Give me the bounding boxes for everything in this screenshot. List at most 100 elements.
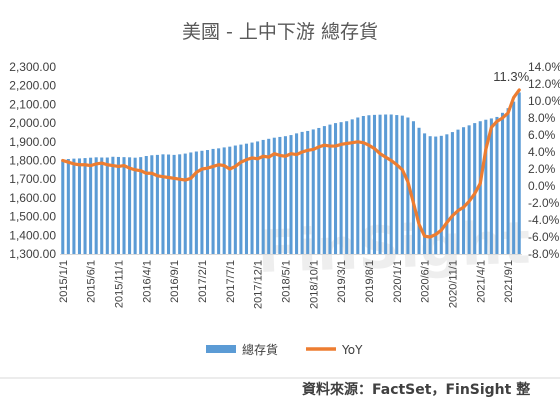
- yoy-point: [434, 233, 437, 236]
- x-axis-tick-label: 2017/2/1: [197, 260, 209, 303]
- inventory-bar: [356, 117, 360, 255]
- yoy-point: [273, 152, 276, 155]
- yoy-point: [390, 159, 392, 162]
- yoy-point: [162, 175, 164, 178]
- inventory-bar: [395, 115, 399, 254]
- left-axis-tick-label: 2,200.00: [9, 79, 56, 93]
- inventory-bar: [72, 158, 76, 254]
- yoy-point: [251, 157, 253, 159]
- inventory-bar: [462, 127, 466, 254]
- yoy-point: [206, 167, 209, 169]
- inventory-bar: [272, 137, 276, 254]
- yoy-point: [373, 147, 376, 150]
- inventory-bar: [200, 150, 204, 254]
- yoy-point: [262, 155, 264, 158]
- inventory-bar: [328, 124, 332, 254]
- inventory-bar: [228, 146, 232, 254]
- right-axis-tick-label: 14.0%: [528, 60, 560, 74]
- source-note: 資料來源：FactSet，FinSight 整: [302, 381, 531, 398]
- inventory-bar: [417, 127, 421, 254]
- inventory-bar: [211, 148, 215, 254]
- yoy-point: [451, 214, 454, 217]
- x-axis-tick-label: 2021/4/1: [475, 260, 487, 303]
- yoy-point: [295, 153, 298, 156]
- yoy-point: [440, 229, 443, 231]
- yoy-point: [201, 168, 203, 170]
- x-axis-tick-label: 2018/5/1: [280, 260, 292, 303]
- yoy-point: [78, 163, 81, 166]
- inventory-bar: [139, 157, 143, 254]
- inventory-bar: [423, 133, 427, 254]
- inventory-bar: [261, 139, 265, 254]
- inventory-bar: [317, 127, 321, 254]
- inventory-bar: [378, 114, 382, 254]
- legend-label: 總存貨: [242, 342, 278, 357]
- x-axis-tick-label: 2015/1/1: [58, 260, 70, 303]
- x-axis-tick-label: 2020/11/1: [447, 260, 459, 308]
- yoy-point: [217, 163, 220, 166]
- inventory-bar: [167, 154, 171, 254]
- inventory-bar: [467, 125, 471, 254]
- yoy-point: [379, 152, 381, 155]
- yoy-point: [479, 182, 482, 185]
- yoy-point: [134, 169, 136, 171]
- right-axis-tick-label: 10.0%: [528, 94, 560, 108]
- inventory-bar: [89, 157, 93, 254]
- x-axis: 2015/1/1 2015/6/1 2015/11/1 2016/4/1 2016/9/…: [58, 254, 522, 309]
- inventory-bar: [250, 142, 254, 254]
- inventory-bar: [105, 157, 109, 254]
- inventory-bar: [144, 156, 148, 254]
- inventory-bar: [322, 126, 326, 254]
- legend-label: YoY: [341, 343, 363, 357]
- inventory-bar: [77, 158, 82, 254]
- yoy-point: [184, 179, 187, 181]
- inventory-bar: [278, 136, 282, 254]
- inventory-bar: [339, 122, 343, 254]
- inventory-bar: [400, 115, 404, 255]
- yoy-point: [407, 180, 409, 183]
- yoy-point: [195, 171, 198, 174]
- yoy-point: [518, 89, 521, 91]
- right-axis-tick-label: -6.0%: [528, 230, 560, 244]
- x-axis-tick-label: 2016/9/1: [169, 260, 181, 303]
- inventory-bar: [267, 138, 271, 254]
- yoy-point: [512, 96, 515, 99]
- inventory-bar: [384, 114, 388, 254]
- yoy-point: [117, 165, 120, 168]
- x-axis-tick-label: 2018/10/1: [308, 260, 320, 309]
- inventory-bar: [100, 157, 104, 254]
- x-axis-tick-label: 2021/9/1: [503, 260, 515, 303]
- right-axis-tick-label: 12.0%: [528, 77, 560, 91]
- yoy-point: [112, 164, 114, 167]
- right-axis-tick-label: 2.0%: [528, 162, 556, 176]
- inventory-bar: [283, 136, 287, 254]
- yoy-point: [67, 161, 70, 163]
- yoy-point: [212, 165, 214, 168]
- yoy-point: [73, 163, 75, 165]
- yoy-point: [318, 146, 320, 148]
- yoy-point: [84, 163, 86, 166]
- yoy-point: [473, 192, 476, 195]
- inventory-bar: [473, 123, 477, 254]
- left-axis-tick-label: 2,300.00: [9, 60, 56, 74]
- x-axis-tick-label: 2017/7/1: [225, 260, 237, 303]
- x-axis-tick-label: 2016/4/1: [141, 260, 153, 303]
- inventory-bar: [122, 157, 126, 254]
- left-axis-tick-label: 1,600.00: [9, 191, 56, 205]
- yoy-point: [245, 158, 248, 161]
- inventory-bar: [350, 119, 354, 254]
- inventory-bar: [172, 154, 176, 254]
- x-axis-tick-label: 2019/8/1: [364, 260, 376, 303]
- yoy-point: [106, 163, 109, 166]
- x-axis-tick-label: 2017/12/1: [253, 260, 265, 309]
- left-axis-tick-label: 1,400.00: [9, 228, 56, 242]
- inventory-bar: [484, 119, 488, 254]
- yoy-point: [234, 165, 237, 168]
- yoy-point: [256, 158, 259, 160]
- inventory-bar: [66, 159, 70, 254]
- yoy-point: [139, 169, 142, 172]
- yoy-point: [418, 223, 420, 226]
- inventory-bar: [434, 136, 438, 254]
- yoy-point: [95, 163, 97, 165]
- left-axis-tick-label: 1,500.00: [9, 210, 56, 224]
